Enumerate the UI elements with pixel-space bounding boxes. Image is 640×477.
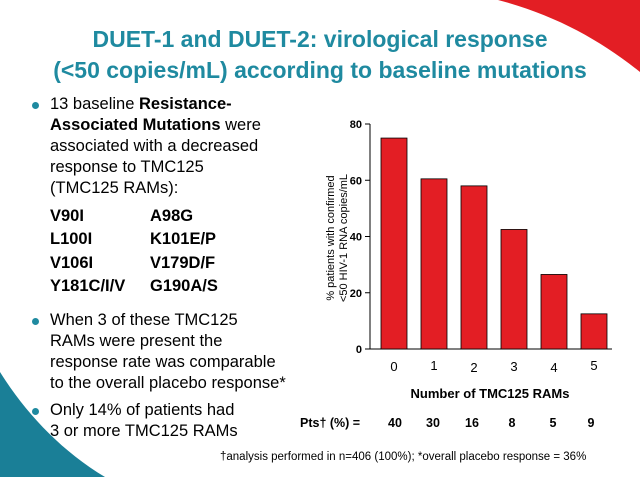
bullet-icon — [30, 100, 42, 112]
ram-item: V179D/F — [150, 254, 216, 272]
bullet-3-line-2: 3 or more TMC125 RAMs — [50, 422, 238, 440]
bullet-2-line-2: RAMs were present the — [50, 332, 223, 350]
bullet-1-line-1-start: 13 baseline — [50, 95, 139, 113]
top-right-red-swoosh — [498, 0, 640, 72]
bullet-3-line-1: Only 14% of patients had — [50, 401, 235, 419]
x-tick-label: 2 — [470, 360, 477, 375]
y-tick-label: 20 — [350, 288, 362, 300]
bullet-icon — [30, 316, 42, 328]
bullet-1-line-1-bold: Resistance- — [139, 95, 232, 113]
ram-item: V90I — [50, 207, 84, 225]
x-tick-label: 5 — [590, 358, 597, 373]
pts-value: 30 — [426, 416, 440, 430]
y-axis-label-line-2: <50 HIV-1 RNA copies/mL — [338, 174, 350, 302]
bullet-1-line-4: response to TMC125 — [50, 158, 204, 176]
x-tick-label: 0 — [390, 359, 397, 374]
pts-value: 5 — [549, 416, 557, 430]
ram-item: V106I — [50, 254, 94, 272]
footnote: †analysis performed in n=406 (100%); *ov… — [220, 451, 587, 463]
bar — [580, 313, 608, 350]
pts-value: 40 — [388, 416, 402, 430]
bullet-2-line-3: response rate was comparable — [50, 353, 276, 371]
y-tick-label: 0 — [356, 344, 362, 356]
x-tick-label: 1 — [430, 358, 437, 373]
y-tick-label: 60 — [350, 175, 362, 187]
bar — [500, 229, 528, 350]
bullet-2-line-4: to the overall placebo response* — [50, 374, 286, 392]
bar — [460, 185, 488, 350]
pts-value: 9 — [587, 416, 595, 430]
bullet-2-line-1: When 3 of these TMC125 — [50, 311, 238, 329]
bullet-1-line-3: associated with a decreased — [50, 137, 259, 155]
pts-value: 8 — [508, 416, 516, 430]
y-axis-label-line-1: % patients with confirmed — [325, 175, 337, 300]
x-axis-label: Number of TMC125 RAMs — [411, 386, 570, 401]
ram-item: A98G — [150, 207, 194, 225]
bullet-1-line-2-bold: Associated Mutations — [50, 116, 221, 134]
ram-item: G190A/S — [150, 277, 218, 295]
y-tick-label: 80 — [350, 119, 362, 131]
bar — [540, 274, 568, 350]
ram-item: K101E/P — [150, 230, 217, 248]
bullet-1-line-2-end: were — [220, 116, 261, 134]
ram-item: L100I — [50, 230, 93, 248]
bullet-1-line-5: (TMC125 RAMs): — [50, 179, 179, 197]
bar — [420, 178, 448, 350]
bullet-2-text: When 3 of these TMC125 RAMs were present… — [50, 310, 286, 394]
slide-title: DUET-1 and DUET-2: virological response … — [0, 24, 640, 86]
y-axis-label: % patients with confirmed <50 HIV-1 RNA … — [325, 174, 350, 302]
bullet-1-text: 13 baseline Resistance- Associated Mutat… — [50, 94, 261, 199]
y-tick-label: 40 — [350, 232, 362, 244]
x-tick-label: 4 — [550, 360, 557, 375]
title-line-1: DUET-1 and DUET-2: virological response — [92, 26, 548, 52]
bullet-icon — [30, 406, 42, 418]
bullet-3-text: Only 14% of patients had 3 or more TMC12… — [50, 400, 238, 442]
bar — [380, 137, 408, 350]
x-tick-label: 3 — [510, 359, 517, 374]
pts-value: 16 — [465, 416, 479, 430]
ram-item: Y181C/I/V — [50, 277, 126, 295]
title-line-2: (<50 copies/mL) according to baseline mu… — [53, 57, 587, 83]
bottom-left-teal-swoosh — [0, 372, 105, 477]
pts-label: Pts† (%) = — [300, 416, 361, 430]
